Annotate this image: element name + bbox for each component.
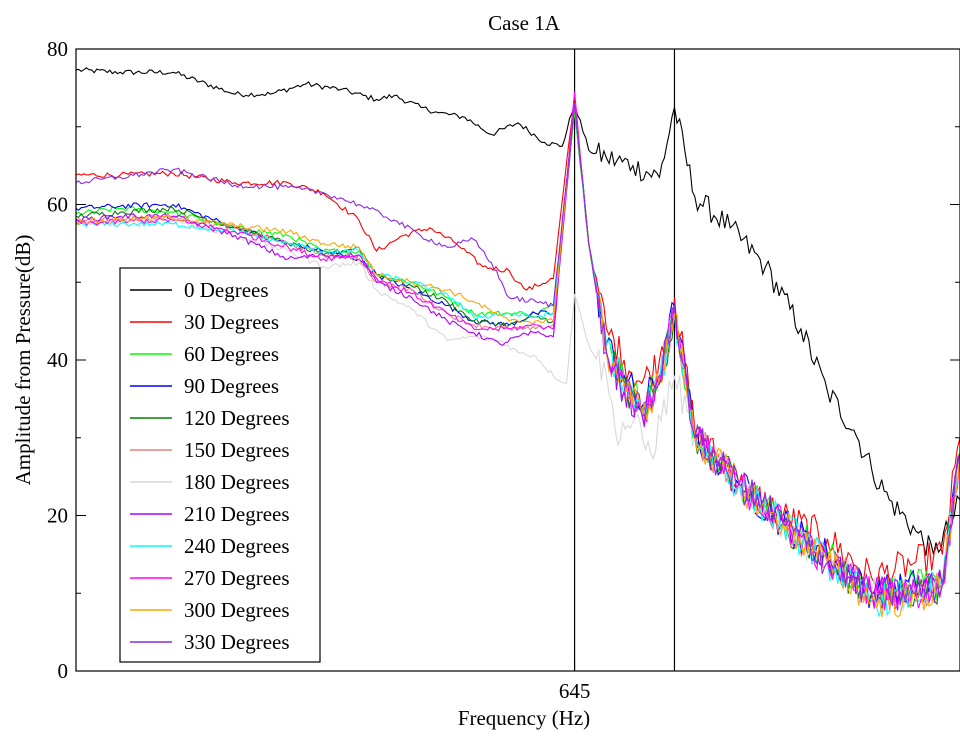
series-line-240-degrees	[76, 103, 960, 617]
y-tick-label: 0	[58, 659, 69, 683]
y-tick-label: 80	[47, 37, 68, 61]
series-line-330-degrees	[76, 103, 960, 606]
legend-entry-label: 120 Degrees	[184, 406, 290, 430]
legend-entry-label: 0 Degrees	[184, 278, 269, 302]
legend-box	[119, 267, 321, 663]
legend-entry-label: 60 Degrees	[184, 342, 279, 366]
y-axis-label: Amplitude from Pressure(dB)	[11, 235, 35, 486]
series-line-30-degrees	[76, 95, 960, 592]
legend-entry-label: 330 Degrees	[184, 630, 290, 654]
y-tick-label: 60	[47, 193, 68, 217]
legend-entry-label: 270 Degrees	[184, 566, 290, 590]
series-line-0-degrees	[76, 67, 960, 556]
series-line-300-degrees	[76, 103, 960, 618]
legend-entry-label: 30 Degrees	[184, 310, 279, 334]
x-axis-label: Frequency (Hz)	[458, 706, 590, 730]
chart-title: Case 1A	[488, 11, 561, 35]
legend-entry-label: 300 Degrees	[184, 598, 290, 622]
legend: 0 Degrees 30 Degrees 60 Degrees 90 Degrees 1…	[119, 267, 321, 663]
series-line-270-degrees	[76, 91, 960, 611]
legend-entry-label: 90 Degrees	[184, 374, 279, 398]
x-tick-label: 645	[559, 679, 591, 703]
legend-entry-label: 240 Degrees	[184, 534, 290, 558]
y-tick-label: 20	[47, 504, 68, 528]
legend-entry-label: 180 Degrees	[184, 470, 290, 494]
y-tick-label: 40	[47, 348, 68, 372]
legend-entry-label: 150 Degrees	[184, 438, 290, 462]
legend-entry-label: 210 Degrees	[184, 502, 290, 526]
